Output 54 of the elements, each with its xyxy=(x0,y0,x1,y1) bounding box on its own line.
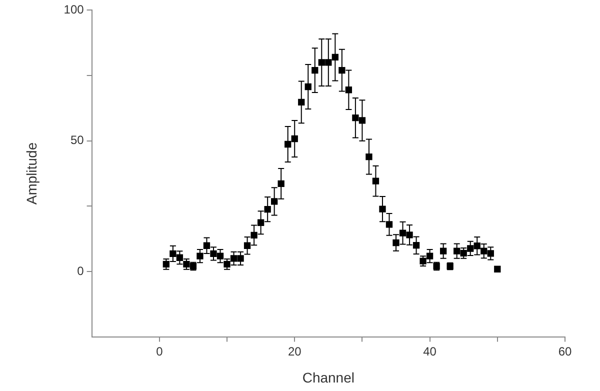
point xyxy=(487,250,494,257)
point xyxy=(284,140,292,148)
point xyxy=(440,248,447,254)
point xyxy=(162,260,170,268)
x-tick-label: 0 xyxy=(156,344,164,358)
y-tick-label: 50 xyxy=(70,133,84,148)
point xyxy=(230,255,238,262)
point xyxy=(318,59,325,66)
point xyxy=(298,98,305,106)
x-axis-title: Channel xyxy=(302,369,354,386)
point xyxy=(392,239,400,246)
point xyxy=(203,242,210,249)
point xyxy=(264,206,271,213)
point xyxy=(271,198,278,205)
point xyxy=(399,230,406,236)
point xyxy=(426,252,434,260)
point xyxy=(224,260,230,268)
point xyxy=(480,248,488,254)
point xyxy=(325,59,332,66)
point xyxy=(372,178,380,184)
point xyxy=(474,242,480,250)
point xyxy=(345,86,352,94)
point xyxy=(358,117,366,124)
point xyxy=(210,250,217,258)
point xyxy=(352,114,359,122)
point xyxy=(278,180,284,188)
point xyxy=(291,135,298,142)
point xyxy=(257,219,264,226)
point xyxy=(332,54,338,61)
point xyxy=(312,66,318,74)
point xyxy=(467,245,474,252)
point xyxy=(237,255,244,262)
point xyxy=(379,206,386,212)
point xyxy=(454,248,460,254)
point xyxy=(196,252,204,260)
point xyxy=(216,252,224,260)
point xyxy=(460,250,467,257)
point xyxy=(176,254,184,261)
point xyxy=(386,221,393,228)
x-tick-label: 20 xyxy=(288,344,302,358)
point xyxy=(366,153,372,160)
x-tick-label: 40 xyxy=(423,344,437,358)
y-tick-label: 100 xyxy=(64,2,84,17)
point xyxy=(250,232,258,238)
y-tick-label: 0 xyxy=(77,264,84,278)
point xyxy=(244,242,251,249)
point xyxy=(304,83,312,90)
point xyxy=(406,232,413,238)
point xyxy=(170,250,176,258)
point xyxy=(412,242,420,249)
x-tick-label: 60 xyxy=(558,344,572,358)
point xyxy=(183,260,190,268)
point xyxy=(338,66,346,74)
y-axis-title: Amplitude xyxy=(23,142,40,205)
